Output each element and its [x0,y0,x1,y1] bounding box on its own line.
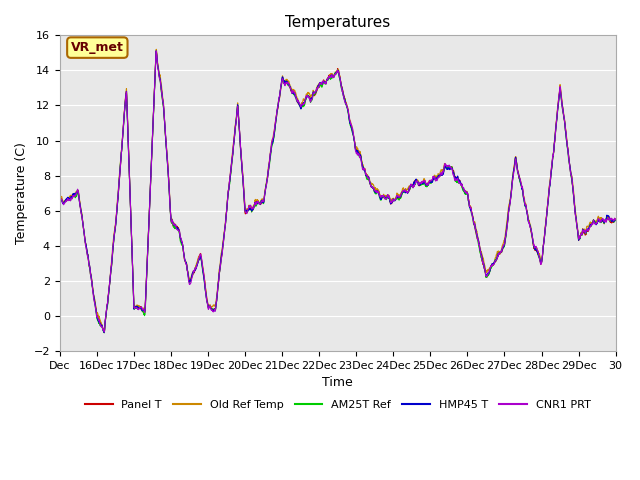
Line: Panel T: Panel T [60,51,616,333]
Panel T [355,149,362,155]
Panel T [563,141,571,146]
Line: CNR1 PRT: CNR1 PRT [60,51,616,332]
Old Ref Temp [367,180,374,185]
HMP45 T [612,217,620,223]
HMP45 T [500,244,508,250]
CNR1 PRT [100,329,108,335]
Old Ref Temp [211,304,219,310]
CNR1 PRT [367,181,374,187]
AM25T Ref [152,48,160,54]
Old Ref Temp [56,196,63,202]
X-axis label: Time: Time [323,376,353,389]
Title: Temperatures: Temperatures [285,15,390,30]
Panel T [612,216,620,222]
Old Ref Temp [100,329,108,335]
CNR1 PRT [500,243,508,249]
CNR1 PRT [56,198,63,204]
HMP45 T [56,198,63,204]
HMP45 T [355,150,362,156]
Text: VR_met: VR_met [71,41,124,54]
CNR1 PRT [579,228,586,234]
AM25T Ref [579,229,586,235]
Panel T [500,244,508,250]
Old Ref Temp [612,216,620,222]
Panel T [56,198,63,204]
HMP45 T [563,141,571,147]
AM25T Ref [500,244,508,250]
CNR1 PRT [211,308,219,314]
CNR1 PRT [355,152,362,157]
AM25T Ref [355,152,362,157]
Old Ref Temp [355,148,362,154]
Old Ref Temp [563,139,571,145]
CNR1 PRT [563,140,571,145]
AM25T Ref [56,199,63,204]
HMP45 T [100,330,108,336]
AM25T Ref [211,308,219,313]
AM25T Ref [612,217,620,223]
Legend: Panel T, Old Ref Temp, AM25T Ref, HMP45 T, CNR1 PRT: Panel T, Old Ref Temp, AM25T Ref, HMP45 … [81,396,595,415]
Panel T [367,181,374,187]
Panel T [579,228,586,234]
HMP45 T [211,308,219,314]
AM25T Ref [367,181,374,187]
Old Ref Temp [500,240,508,245]
Line: AM25T Ref: AM25T Ref [60,51,616,333]
Old Ref Temp [152,47,160,52]
Panel T [152,48,160,54]
Y-axis label: Temperature (C): Temperature (C) [15,142,28,244]
AM25T Ref [100,330,108,336]
Panel T [100,330,108,336]
Line: Old Ref Temp: Old Ref Temp [60,49,616,332]
AM25T Ref [563,143,571,148]
HMP45 T [152,48,160,54]
Line: HMP45 T: HMP45 T [60,51,616,333]
HMP45 T [367,181,374,187]
Old Ref Temp [579,227,586,232]
CNR1 PRT [152,48,160,54]
CNR1 PRT [612,216,620,222]
HMP45 T [579,228,586,234]
Panel T [211,307,219,313]
